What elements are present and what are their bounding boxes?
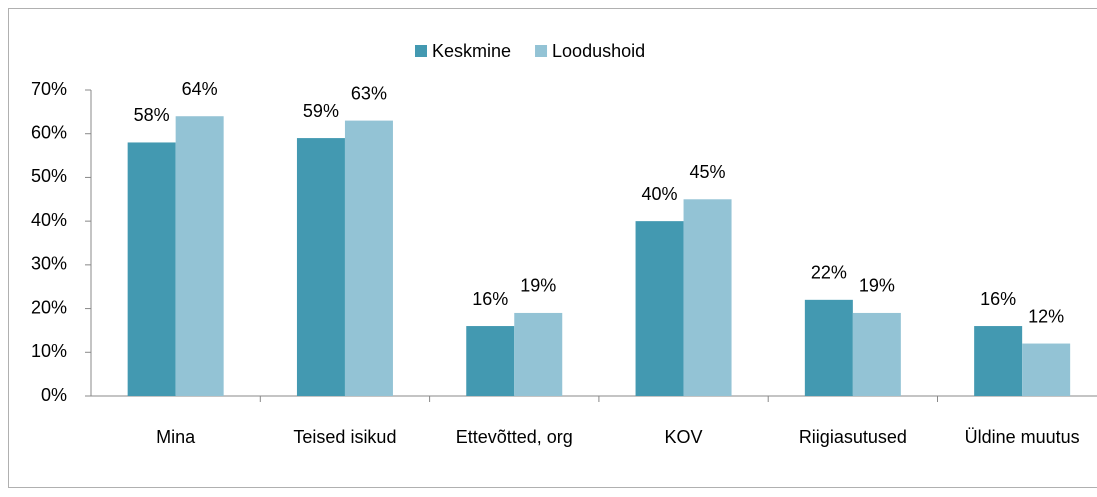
data-label: 40% — [642, 184, 678, 204]
data-label: 16% — [980, 289, 1016, 309]
data-label: 16% — [472, 289, 508, 309]
y-tick-label: 30% — [31, 254, 67, 274]
bar — [514, 312, 563, 396]
y-tick-label: 60% — [31, 122, 67, 142]
data-label: 58% — [134, 105, 170, 125]
legend-swatch — [415, 45, 427, 57]
data-label: 22% — [811, 263, 847, 283]
data-label: 59% — [303, 101, 339, 121]
legend-swatch — [535, 45, 548, 57]
bar — [344, 120, 393, 396]
bar — [127, 142, 176, 396]
y-tick-label: 10% — [31, 341, 67, 361]
y-tick-label: 20% — [31, 297, 67, 317]
legend-label: Keskmine — [432, 41, 511, 61]
x-tick-label: Teised isikud — [293, 427, 396, 447]
x-tick-label: Mina — [156, 427, 196, 447]
chart-frame — [8, 8, 1097, 488]
bar — [175, 116, 224, 396]
data-label: 12% — [1028, 306, 1064, 326]
bar — [804, 299, 853, 396]
bar — [852, 312, 901, 396]
bar — [1022, 343, 1071, 396]
x-tick-label: Ettevõtted, org — [456, 427, 573, 447]
x-tick-label: KOV — [665, 427, 703, 447]
x-tick-label: Üldine muutus — [965, 427, 1080, 447]
y-tick-label: 0% — [41, 385, 67, 405]
x-tick-label: Riigiasutused — [799, 427, 907, 447]
data-label: 45% — [690, 162, 726, 182]
bar — [635, 221, 684, 396]
data-label: 64% — [182, 79, 218, 99]
legend-label: Loodushoid — [552, 41, 645, 61]
bar — [296, 138, 345, 397]
y-tick-label: 50% — [31, 166, 67, 186]
bar — [974, 326, 1023, 396]
bar — [466, 326, 515, 396]
data-label: 19% — [859, 276, 895, 296]
data-label: 19% — [520, 276, 556, 296]
y-tick-label: 40% — [31, 210, 67, 230]
bar — [683, 199, 732, 396]
data-label: 63% — [351, 83, 387, 103]
y-tick-label: 70% — [31, 79, 67, 99]
